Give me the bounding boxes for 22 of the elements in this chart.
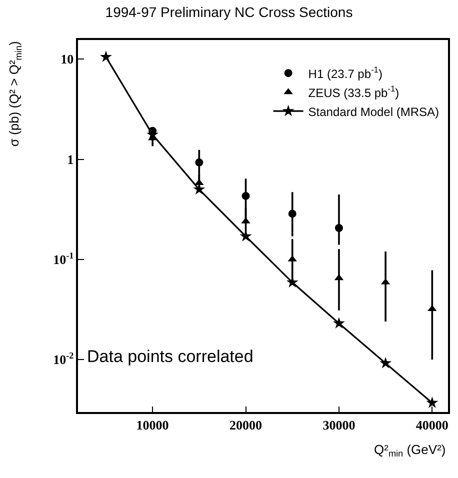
point: [334, 224, 343, 232]
x-tick-label: 30000: [322, 417, 356, 432]
point: [288, 210, 296, 218]
point: [332, 317, 345, 328]
legend-label: H1 (23.7 pb$^{-1}$): [308, 64, 382, 81]
point: [100, 50, 112, 62]
point: [426, 396, 438, 408]
annotation: Data points correlated: [87, 347, 254, 366]
x-tick-label: 40000: [416, 417, 448, 432]
y-tick-label: 10$^{-1}$: [53, 250, 74, 267]
point: [242, 192, 250, 200]
legend-label: Standard Model (MRSA): [308, 104, 440, 119]
point: [195, 158, 204, 166]
y-tick-label: 1: [67, 152, 74, 167]
y-tick-label: 10$^{-2}$: [53, 350, 74, 368]
x-tick-label: 20000: [230, 417, 262, 432]
chart-title: 1994-97 Preliminary NC Cross Sections: [105, 4, 353, 20]
point: [380, 356, 392, 368]
y-tick-label: 10: [60, 52, 74, 67]
legend-label: ZEUS (33.5 pb$^{-1}$): [308, 84, 400, 100]
x-axis-title: Q²$_{min}$ (GeV²): [374, 442, 446, 459]
x-tick-label: 10000: [136, 417, 169, 432]
